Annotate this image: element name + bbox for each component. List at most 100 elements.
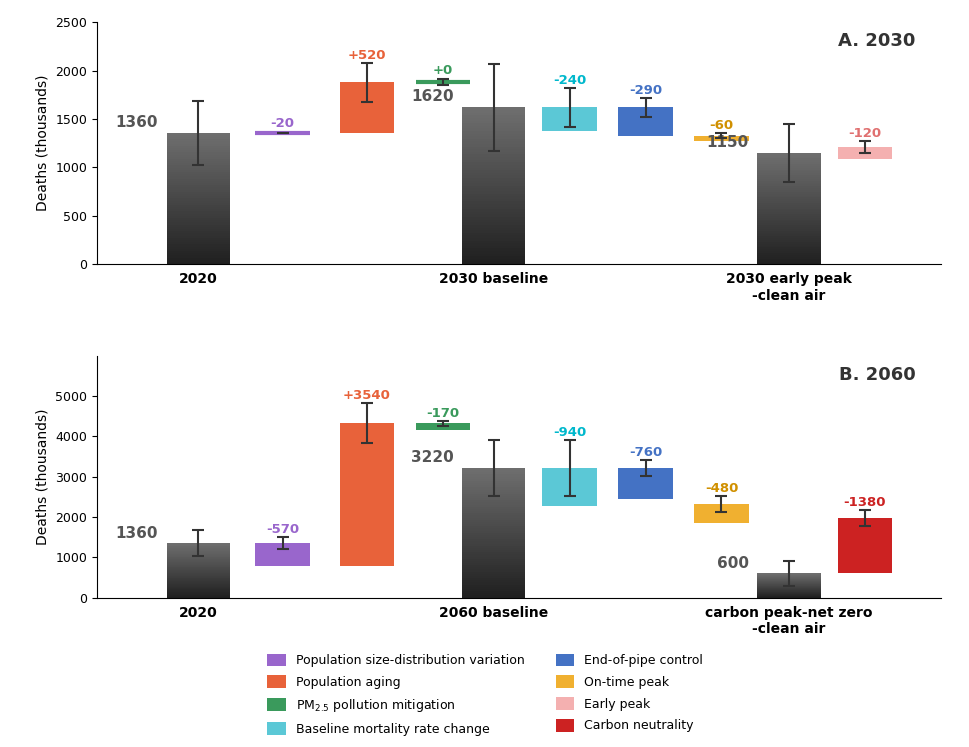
Bar bbox=[757, 253, 820, 255]
Bar bbox=[461, 533, 525, 535]
Bar bbox=[461, 485, 525, 487]
Bar bbox=[461, 256, 525, 259]
Bar bbox=[757, 208, 820, 211]
Bar bbox=[167, 255, 230, 258]
Bar bbox=[167, 557, 230, 558]
Bar bbox=[461, 173, 525, 176]
Bar bbox=[836, 147, 891, 158]
Bar bbox=[757, 249, 820, 251]
Bar bbox=[757, 171, 820, 173]
Bar bbox=[461, 165, 525, 167]
Bar bbox=[461, 144, 525, 146]
Bar bbox=[461, 503, 525, 505]
Bar bbox=[461, 202, 525, 204]
Bar bbox=[461, 228, 525, 230]
Bar bbox=[461, 225, 525, 228]
Bar bbox=[461, 176, 525, 178]
Bar bbox=[167, 165, 230, 167]
Bar bbox=[167, 225, 230, 227]
Bar bbox=[461, 513, 525, 515]
Bar bbox=[167, 547, 230, 548]
Bar bbox=[167, 249, 230, 251]
Bar bbox=[167, 194, 230, 196]
Bar bbox=[461, 191, 525, 193]
Bar bbox=[461, 139, 525, 141]
Bar bbox=[167, 172, 230, 174]
Bar bbox=[167, 568, 230, 569]
Bar bbox=[167, 148, 230, 150]
Bar bbox=[757, 197, 820, 199]
Bar bbox=[757, 188, 820, 190]
Bar bbox=[167, 176, 230, 179]
Bar bbox=[461, 500, 525, 503]
Bar bbox=[461, 170, 525, 173]
Bar bbox=[757, 225, 820, 227]
Bar bbox=[167, 580, 230, 581]
Bar bbox=[461, 537, 525, 539]
Bar bbox=[167, 150, 230, 152]
Bar bbox=[461, 492, 525, 494]
Bar bbox=[167, 576, 230, 577]
Bar bbox=[461, 162, 525, 165]
Text: +520: +520 bbox=[348, 49, 386, 62]
Text: -1380: -1380 bbox=[843, 496, 886, 509]
Bar bbox=[461, 559, 525, 561]
Bar bbox=[167, 556, 230, 557]
Bar bbox=[461, 468, 525, 470]
Bar bbox=[461, 152, 525, 155]
Bar bbox=[167, 174, 230, 176]
Bar bbox=[167, 570, 230, 571]
Bar bbox=[461, 477, 525, 479]
Bar bbox=[461, 518, 525, 520]
Bar bbox=[757, 175, 820, 177]
Bar bbox=[461, 509, 525, 511]
Bar bbox=[757, 214, 820, 216]
Bar bbox=[461, 595, 525, 598]
Bar bbox=[757, 244, 820, 246]
Bar bbox=[167, 597, 230, 598]
Bar bbox=[757, 247, 820, 249]
Text: 1620: 1620 bbox=[411, 89, 453, 104]
Bar bbox=[461, 583, 525, 585]
Bar bbox=[167, 565, 230, 566]
Bar bbox=[167, 233, 230, 235]
Bar bbox=[167, 258, 230, 260]
Bar bbox=[461, 196, 525, 199]
Bar bbox=[461, 474, 525, 477]
Bar bbox=[461, 567, 525, 569]
Bar bbox=[461, 552, 525, 554]
Bar bbox=[757, 153, 820, 155]
Bar bbox=[461, 561, 525, 563]
Bar bbox=[167, 588, 230, 589]
Bar bbox=[461, 248, 525, 251]
Bar bbox=[542, 468, 596, 506]
Text: -240: -240 bbox=[552, 74, 585, 87]
Bar bbox=[167, 595, 230, 596]
Bar bbox=[757, 196, 820, 197]
Bar bbox=[542, 108, 596, 131]
Text: -760: -760 bbox=[628, 446, 662, 459]
Text: +3540: +3540 bbox=[343, 389, 391, 402]
Bar bbox=[461, 183, 525, 186]
Bar bbox=[461, 522, 525, 524]
Bar bbox=[167, 185, 230, 187]
Bar bbox=[461, 230, 525, 233]
Text: A. 2030: A. 2030 bbox=[837, 32, 915, 50]
Bar bbox=[461, 548, 525, 550]
Bar bbox=[461, 217, 525, 220]
Bar bbox=[461, 542, 525, 544]
Bar bbox=[167, 143, 230, 146]
Bar bbox=[167, 583, 230, 584]
Bar bbox=[757, 246, 820, 247]
Bar bbox=[167, 244, 230, 247]
Text: 1360: 1360 bbox=[115, 526, 158, 541]
Bar bbox=[167, 560, 230, 561]
Bar bbox=[167, 235, 230, 238]
Bar bbox=[167, 554, 230, 555]
Bar bbox=[167, 593, 230, 594]
Bar bbox=[461, 233, 525, 235]
Bar bbox=[757, 258, 820, 261]
Bar bbox=[461, 505, 525, 506]
Bar bbox=[167, 134, 230, 137]
Bar bbox=[461, 241, 525, 244]
